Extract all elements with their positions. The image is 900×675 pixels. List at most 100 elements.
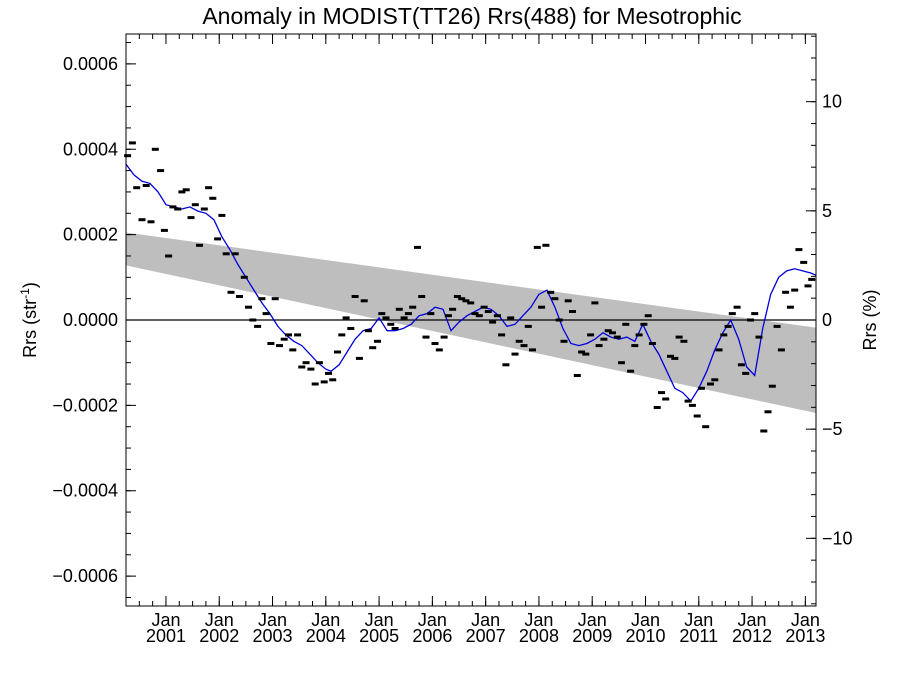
data-point: [267, 342, 275, 345]
data-point: [627, 369, 635, 373]
data-point: [618, 361, 625, 365]
y-tick-label: 0.0006: [63, 54, 118, 74]
x-tick-label-year: 2006: [412, 626, 452, 646]
data-point: [369, 346, 377, 350]
data-point: [391, 327, 399, 330]
data-point: [182, 188, 190, 192]
data-point: [440, 335, 448, 339]
data-point: [782, 290, 790, 294]
data-point: [462, 299, 470, 303]
data-point: [640, 322, 648, 326]
trend-band: [126, 232, 816, 414]
data-point: [174, 207, 182, 211]
y2-tick-label: −10: [822, 528, 853, 548]
data-point: [422, 335, 430, 339]
data-point: [569, 310, 576, 313]
data-point: [800, 260, 808, 264]
x-tick-label-year: 2012: [732, 626, 772, 646]
x-tick-label-year: 2008: [519, 626, 559, 646]
data-point: [768, 384, 776, 388]
y-tick-label: 0.0000: [63, 310, 118, 330]
y-tick-label: −0.0002: [52, 395, 118, 415]
data-point: [511, 352, 519, 356]
x-tick-label-year: 2011: [679, 626, 718, 646]
data-point: [364, 329, 372, 333]
data-point: [600, 337, 608, 341]
y2-axis-label: Rrs (%): [860, 290, 880, 351]
data-point: [138, 218, 146, 222]
data-point: [551, 297, 559, 301]
x-tick-label-month: Jan: [738, 610, 767, 630]
data-point: [200, 207, 208, 211]
data-point: [595, 344, 603, 348]
data-point: [342, 316, 350, 320]
data-point: [453, 295, 461, 298]
data-point: [591, 301, 599, 305]
data-point: [760, 429, 768, 433]
data-point: [755, 335, 763, 339]
data-point: [395, 307, 403, 311]
x-tick-label-month: Jan: [578, 610, 607, 630]
data-point: [169, 205, 177, 209]
data-point: [587, 333, 595, 337]
data-point: [648, 342, 656, 345]
data-point: [573, 374, 581, 377]
data-point: [133, 186, 141, 190]
data-point: [209, 196, 217, 200]
data-point: [533, 245, 541, 249]
data-point: [502, 363, 510, 367]
data-point: [218, 213, 226, 217]
y2-tick-label: −5: [822, 419, 843, 439]
data-point: [578, 350, 586, 354]
data-point: [315, 361, 323, 365]
y2-tick-label: 10: [822, 92, 842, 112]
y-tick-label: −0.0006: [52, 566, 118, 586]
data-point: [715, 348, 723, 352]
data-point: [786, 305, 794, 309]
data-point: [520, 344, 528, 348]
data-point: [684, 399, 692, 403]
data-point: [302, 361, 310, 365]
data-point: [484, 310, 492, 313]
x-tick-label-month: Jan: [418, 610, 447, 630]
x-tick-label-year: 2013: [785, 626, 825, 646]
data-point: [582, 352, 590, 356]
data-point: [467, 301, 475, 305]
data-point: [702, 425, 710, 429]
data-point: [227, 290, 235, 294]
data-point: [409, 305, 417, 309]
data-point: [471, 312, 479, 316]
data-point: [418, 295, 426, 298]
data-point: [142, 184, 150, 187]
data-point: [515, 339, 523, 343]
x-tick-label-month: Jan: [365, 610, 394, 630]
x-tick-label-year: 2002: [199, 626, 239, 646]
y-axis-label: Rrs (str-1): [18, 282, 40, 358]
data-point: [764, 410, 772, 414]
data-point: [728, 312, 736, 316]
data-point: [773, 324, 781, 328]
data-point: [329, 378, 337, 382]
data-point: [444, 314, 452, 318]
data-point: [347, 327, 355, 330]
data-point: [382, 316, 390, 320]
tick-label-layer: −0.0006 −0.0004 −0.0002 0.0000 0.0002 0.0004 0…: [52, 54, 852, 646]
data-point: [258, 297, 266, 301]
data-point: [294, 333, 302, 337]
data-point: [675, 335, 683, 339]
data-point: [777, 348, 785, 352]
x-tick-label-year: 2004: [306, 626, 346, 646]
data-point: [747, 318, 754, 322]
x-tick-label-month: Jan: [258, 610, 287, 630]
data-point: [671, 356, 679, 360]
y-tick-label: 0.0004: [63, 139, 118, 159]
data-point: [214, 237, 222, 241]
data-point: [724, 324, 732, 328]
data-point: [387, 322, 395, 326]
data-point: [808, 277, 816, 281]
data-point: [711, 378, 719, 382]
data-point: [507, 316, 515, 320]
data-point: [196, 243, 203, 247]
y-tick-label: −0.0004: [52, 481, 118, 501]
data-point: [245, 305, 252, 309]
